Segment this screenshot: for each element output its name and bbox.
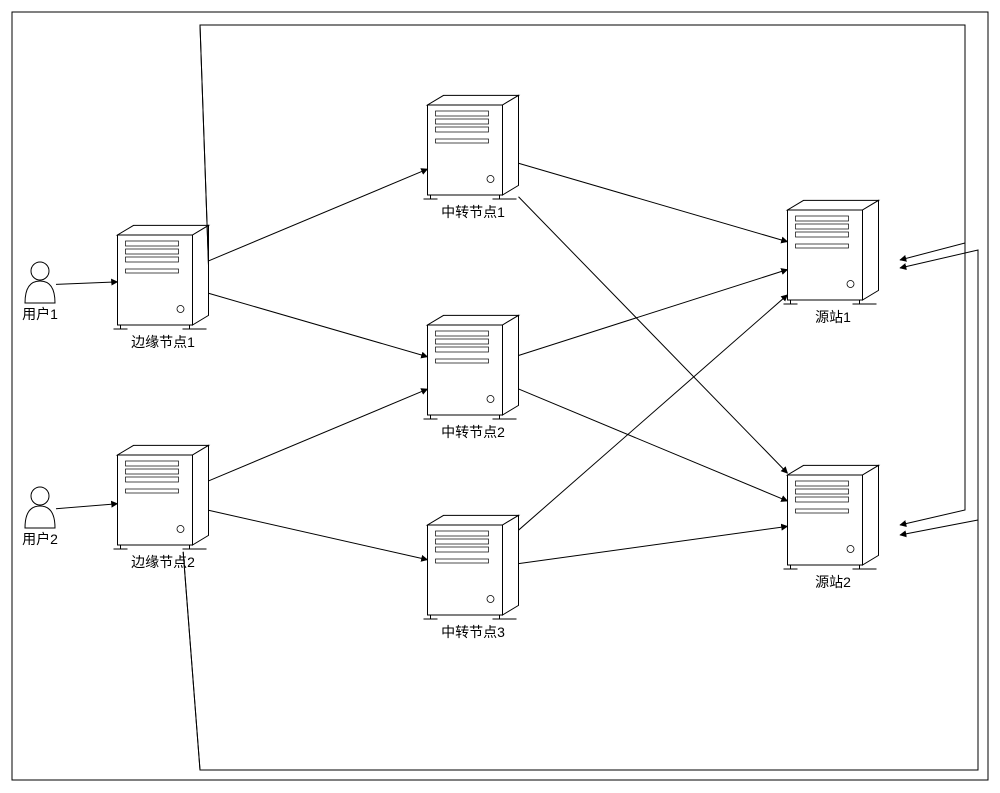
edge-relay3-origin1	[519, 295, 788, 530]
edge-relay2-origin2	[519, 389, 788, 501]
edge-user1-edge1	[56, 282, 118, 285]
edge-user2-edge2	[56, 504, 118, 509]
server-origin2: 源站2	[784, 465, 879, 590]
server-edge2: 边缘节点2	[114, 445, 209, 570]
server-relay1: 中转节点1	[424, 95, 519, 220]
server-label-relay2: 中转节点2	[441, 424, 505, 440]
server-origin1: 源站1	[784, 200, 879, 325]
server-label-origin2: 源站2	[815, 574, 851, 590]
network-diagram: 用户1 用户2 边缘节点1 边缘节点2 中转节点1 中转节点2 中转节点3 源站1 源站2	[0, 0, 1000, 793]
edge-relay1-origin1	[519, 163, 788, 241]
user-user2: 用户2	[22, 487, 58, 547]
edge-edge2-relay2	[209, 389, 428, 481]
server-relay3: 中转节点3	[424, 515, 519, 640]
edge-edge1-relay2	[209, 293, 428, 357]
edge-relay1-origin2	[519, 197, 788, 473]
server-label-origin1: 源站1	[815, 309, 851, 325]
server-label-relay3: 中转节点3	[441, 624, 505, 640]
user-label-user1: 用户1	[22, 306, 58, 322]
edge-relay2-origin1	[519, 270, 788, 356]
server-edge1: 边缘节点1	[114, 225, 209, 350]
server-relay2: 中转节点2	[424, 315, 519, 440]
server-label-edge1: 边缘节点1	[131, 334, 195, 350]
edge-edge1-relay1	[209, 169, 428, 261]
edge-edge2-relay3	[209, 510, 428, 559]
server-label-edge2: 边缘节点2	[131, 554, 195, 570]
edge-relay3-origin2	[519, 526, 788, 563]
server-label-relay1: 中转节点1	[441, 204, 505, 220]
user-user1: 用户1	[22, 262, 58, 322]
user-label-user2: 用户2	[22, 531, 58, 547]
